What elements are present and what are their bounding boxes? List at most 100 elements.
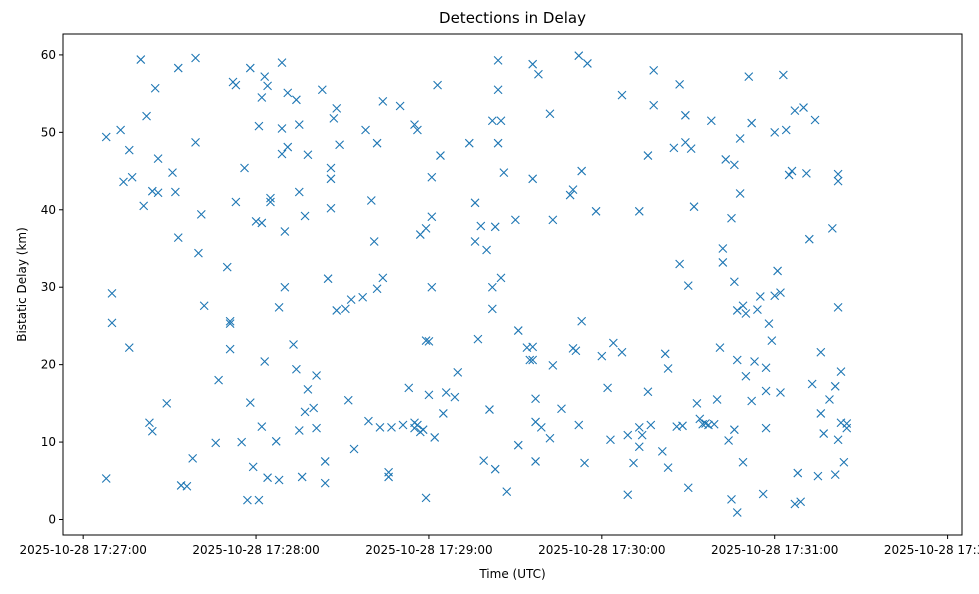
data-point [280,282,290,292]
data-point [545,109,555,119]
data-point [225,319,235,328]
data-point [678,421,687,431]
data-point [773,266,782,276]
data-point [568,185,578,195]
data-point [608,338,618,348]
data-point [231,80,241,90]
data-point [320,478,330,488]
data-point [487,116,497,126]
data-point [715,343,725,352]
data-point [741,371,751,381]
data-point [283,142,293,152]
data-point [807,379,817,389]
data-point [830,381,840,391]
data-point [343,395,353,405]
data-point [790,499,800,509]
data-point [222,262,232,272]
data-point [513,326,523,335]
data-point [225,316,235,326]
data-point [271,436,281,446]
data-point [479,456,489,466]
data-point [660,349,670,359]
data-point [410,120,419,129]
data-point [162,398,172,408]
data-point [251,217,261,226]
data-point [243,495,252,505]
data-point [323,274,333,284]
data-point [427,172,437,182]
data-point [237,437,247,447]
data-point [513,440,523,450]
data-point [427,282,437,292]
data-point [101,474,111,483]
data-point [770,291,780,301]
data-point [643,151,653,160]
data-markers [101,51,852,517]
data-point [421,336,431,346]
data-point [248,462,258,472]
x-tick-label: 2025-10-28 17:28:00 [192,543,319,557]
data-point [188,453,198,463]
data-point [796,497,806,507]
data-point [784,170,794,180]
data-point [799,103,808,112]
data-point [346,295,356,304]
data-point [781,125,791,135]
data-point [433,80,442,90]
data-point [753,305,762,315]
data-point [767,336,777,346]
data-point [245,398,255,407]
data-point [709,419,719,429]
data-point [692,398,702,408]
data-point [836,367,846,377]
data-point [548,361,558,370]
data-point [329,114,339,123]
data-point [528,174,538,184]
data-point [657,446,667,456]
data-point [196,210,206,219]
data-point [735,134,745,143]
data-point [727,213,736,223]
data-point [574,420,584,430]
data-point [372,138,382,148]
data-point [168,168,177,177]
data-point [738,457,748,467]
data-point [778,70,788,80]
data-point [721,155,731,164]
data-point [793,468,803,478]
data-point [548,215,558,225]
data-point [617,90,627,100]
x-tick-label: 2025-10-28 17:30:00 [538,543,665,557]
data-point [107,289,117,298]
data-point [761,363,771,373]
data-point [833,176,843,186]
data-point [634,206,644,216]
data-point [274,302,284,312]
data-point [441,388,451,397]
data-point [496,116,506,126]
data-point [787,166,797,176]
data-point [199,301,209,311]
data-point [597,351,607,361]
data-point [580,458,589,468]
chart-title: Detections in Delay [439,9,586,27]
data-point [395,101,405,111]
data-point [470,198,480,208]
data-point [487,282,497,292]
data-point [214,375,223,385]
data-point [729,425,739,435]
data-point [669,143,679,153]
data-point [804,234,814,244]
data-point [254,121,264,131]
data-point [833,302,843,312]
data-point [617,347,627,357]
data-point [283,88,293,98]
data-point [510,215,520,225]
data-point [303,150,313,160]
data-point [689,202,699,212]
data-point [173,63,183,73]
data-point [649,100,659,110]
data-point [574,51,584,61]
data-point [384,467,393,477]
data-point [413,125,422,135]
